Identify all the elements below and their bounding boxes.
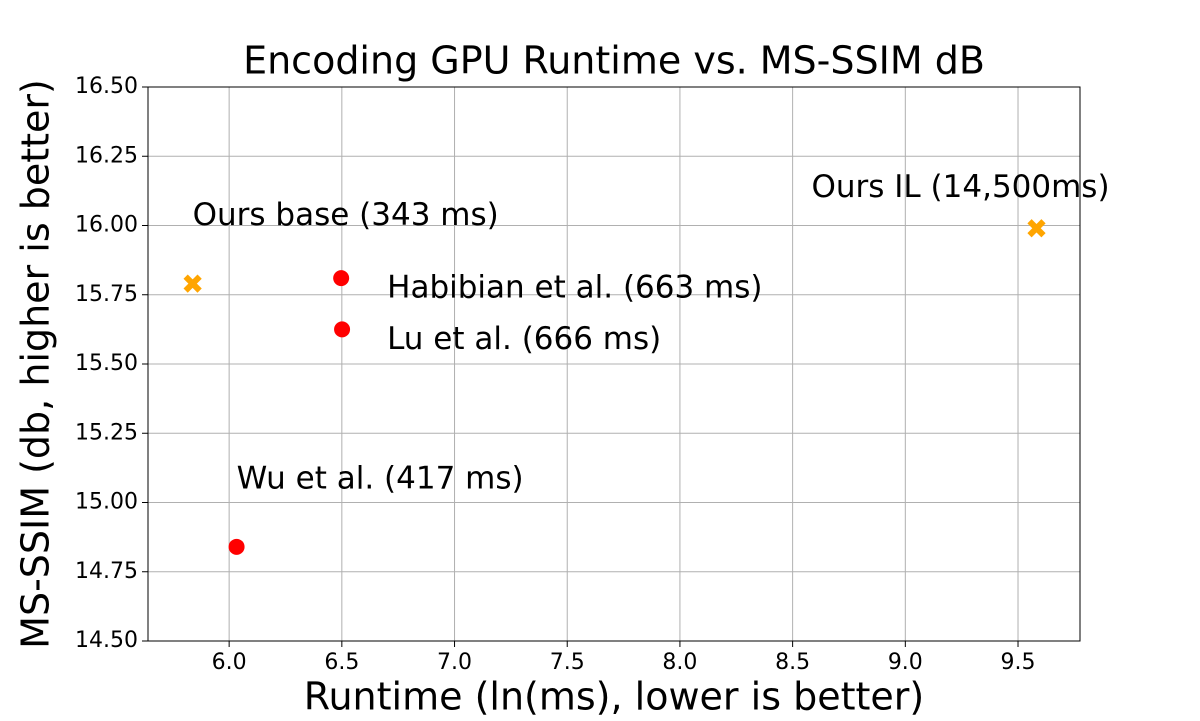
point — [334, 321, 351, 338]
y-tick-label: 14.50 — [75, 628, 138, 653]
point-label: Habibian et al. (663 ms) — [387, 270, 762, 306]
x-tick-label: 7.5 — [550, 650, 585, 675]
point — [1027, 219, 1046, 238]
x-tick-label: 9.0 — [888, 650, 923, 675]
x-tick-label: 7.0 — [437, 650, 472, 675]
y-axis-label: MS-SSIM (db, higher is better) — [14, 79, 58, 649]
point-label: Wu et al. (417 ms) — [237, 460, 524, 496]
y-tick-label: 15.00 — [75, 490, 138, 515]
x-tick-label: 9.5 — [1001, 650, 1036, 675]
point — [183, 274, 202, 293]
y-tick-label: 15.75 — [75, 282, 138, 307]
x-tick-label: 8.5 — [775, 650, 810, 675]
x-tick-label: 6.5 — [324, 650, 359, 675]
y-tick-label: 16.50 — [75, 74, 138, 99]
point-label: Ours IL (14,500ms) — [811, 169, 1109, 205]
point-label: Ours base (343 ms) — [193, 197, 499, 233]
point — [228, 538, 245, 555]
y-tick-label: 15.25 — [75, 420, 138, 445]
plot-frame — [147, 86, 1081, 642]
point-label: Lu et al. (666 ms) — [387, 321, 661, 357]
y-tick-label: 15.50 — [75, 351, 138, 376]
x-axis-label: Runtime (ln(ms), lower is better) — [304, 675, 924, 719]
point — [333, 270, 350, 287]
y-tick-label: 16.25 — [75, 143, 138, 168]
x-tick-label: 6.0 — [212, 650, 247, 675]
y-tick-label: 16.00 — [75, 213, 138, 238]
x-tick-label: 8.0 — [662, 650, 697, 675]
y-tick-label: 14.75 — [75, 559, 138, 584]
chart-title: Encoding GPU Runtime vs. MS-SSIM dB — [243, 39, 985, 83]
